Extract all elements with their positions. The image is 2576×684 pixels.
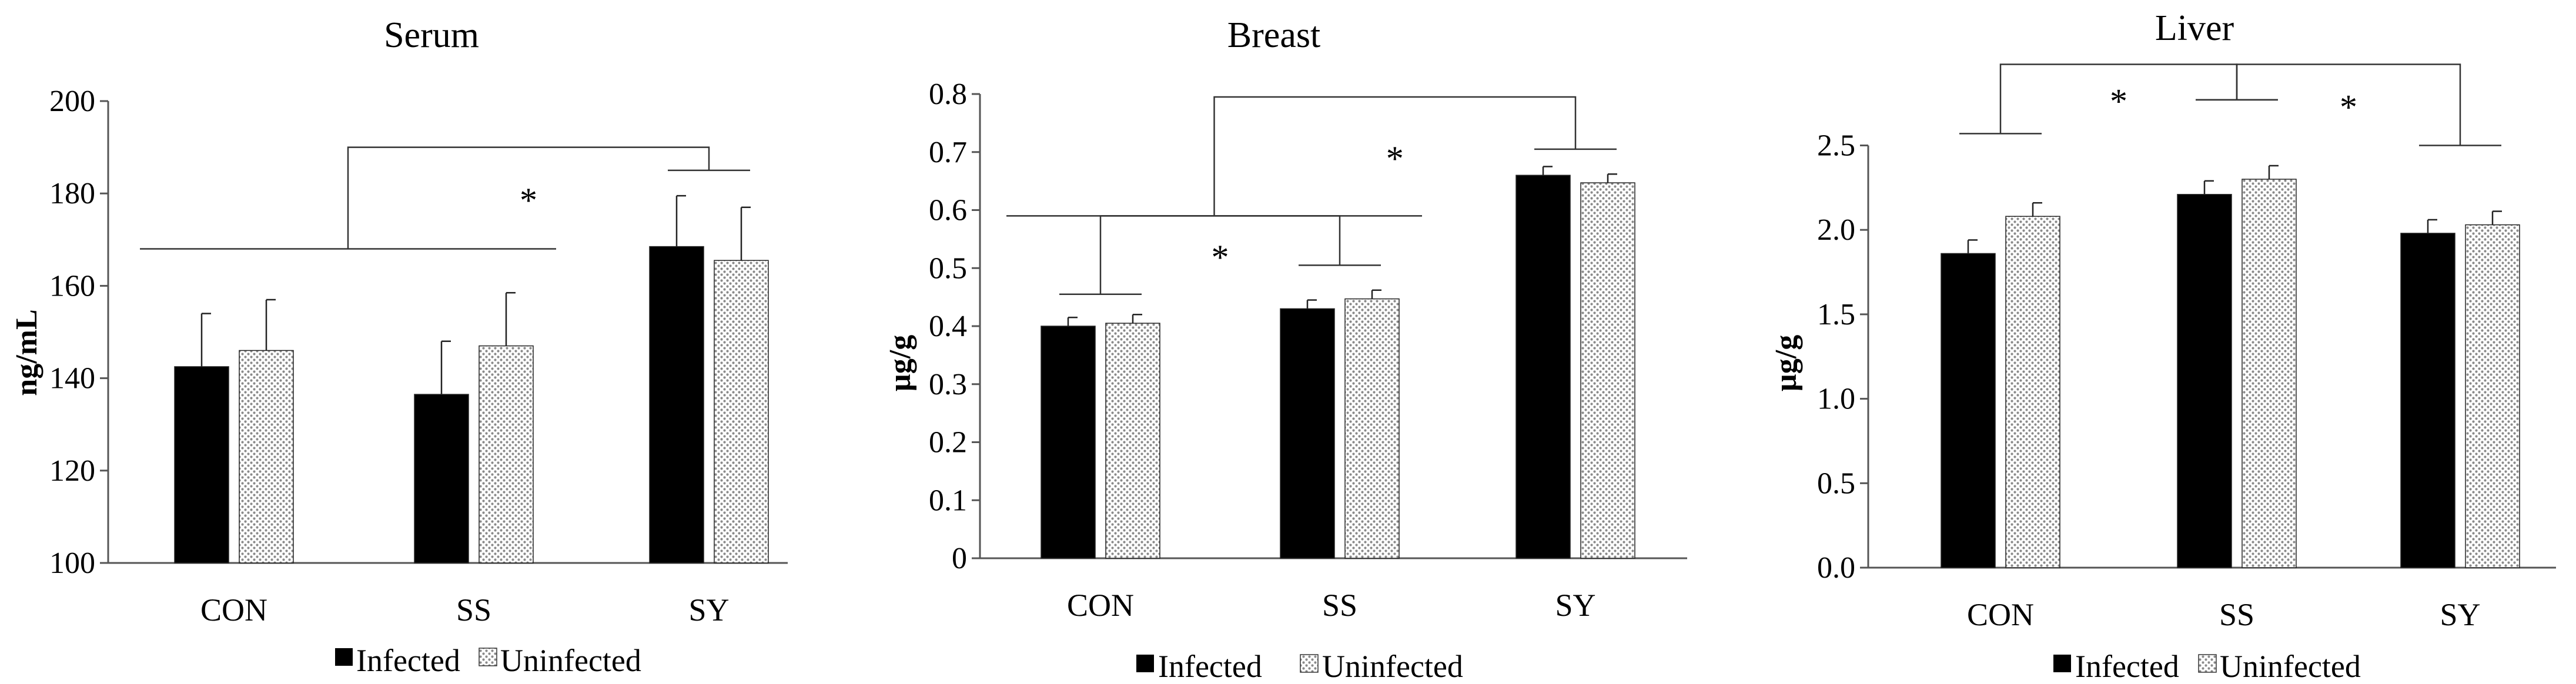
y-tick-label: 0.3 bbox=[929, 368, 967, 401]
legend-swatch-infected bbox=[335, 648, 353, 666]
legend-label-infected: Infected bbox=[1158, 649, 1262, 684]
significance-star: * bbox=[2340, 88, 2357, 127]
bar-uninfected-sy bbox=[1580, 182, 1635, 559]
y-tick-label: 0.2 bbox=[929, 426, 967, 460]
y-tick-label: 2.0 bbox=[1817, 213, 1855, 247]
x-tick-label: SY bbox=[2440, 597, 2480, 632]
bar-uninfected-ss bbox=[2242, 179, 2297, 568]
bar-infected-ss bbox=[414, 394, 469, 564]
y-tick-label: 0.1 bbox=[929, 484, 967, 517]
bar-uninfected-ss bbox=[1344, 298, 1400, 559]
legend-swatch-uninfected bbox=[479, 648, 497, 666]
bar-uninfected-con bbox=[1105, 323, 1160, 559]
y-tick-label: 2.5 bbox=[1817, 129, 1855, 162]
y-axis-label: ng/mL bbox=[10, 309, 44, 395]
bar-uninfected-con bbox=[239, 350, 294, 564]
legend-swatch-infected bbox=[2053, 655, 2071, 672]
bar-uninfected-con bbox=[2005, 216, 2060, 568]
y-tick-label: 0.7 bbox=[929, 136, 967, 169]
bracket-connector bbox=[2236, 63, 2461, 146]
x-tick-label: CON bbox=[1067, 588, 1134, 623]
legend-label-uninfected: Uninfected bbox=[1322, 649, 1463, 684]
bracket-connector bbox=[1213, 96, 1577, 216]
bracket-connector bbox=[347, 146, 710, 249]
bar-infected-sy bbox=[1516, 175, 1571, 559]
legend: Infected Uninfected bbox=[335, 643, 641, 678]
legend-label-uninfected: Uninfected bbox=[2220, 649, 2361, 684]
bar-infected-con bbox=[174, 366, 229, 564]
y-tick-label: 1.0 bbox=[1817, 383, 1855, 416]
y-tick-label: 200 bbox=[49, 85, 95, 118]
plot-area: 0.0 0.5 1.0 1.5 2.0 2.5 CON SS SY * * bbox=[1817, 63, 2556, 632]
panel-breast: Breast µg/g 0 0.1 0.2 0.3 0.4 0.5 0.6 0.7 0.8 CON… bbox=[884, 15, 1687, 684]
bar-infected-sy bbox=[2400, 233, 2455, 568]
bar-infected-con bbox=[1041, 326, 1096, 559]
chart-title: Breast bbox=[1227, 15, 1320, 55]
x-tick-label: CON bbox=[1967, 597, 2034, 632]
legend-swatch-infected bbox=[1136, 655, 1154, 672]
y-tick-label: 180 bbox=[49, 177, 95, 210]
y-axis-label: µg/g bbox=[1769, 335, 1803, 391]
significance-star: * bbox=[2110, 82, 2127, 120]
significance-star: * bbox=[520, 181, 537, 220]
x-tick-label: SS bbox=[1322, 588, 1357, 623]
bar-uninfected-sy bbox=[2465, 224, 2520, 568]
plot-area: 100 120 140 160 180 200 CON SS SY * bbox=[49, 85, 788, 628]
legend-label-infected: Infected bbox=[356, 643, 460, 678]
legend-label-infected: Infected bbox=[2075, 649, 2179, 684]
x-tick-label: CON bbox=[200, 592, 267, 628]
significance-star: * bbox=[1386, 139, 1404, 178]
y-tick-label: 160 bbox=[49, 269, 95, 303]
legend: Infected Uninfected bbox=[2053, 649, 2361, 684]
chart-title: Serum bbox=[384, 15, 479, 55]
bar-infected-sy bbox=[649, 246, 704, 564]
y-tick-label: 1.5 bbox=[1817, 298, 1855, 331]
y-tick-label: 0.5 bbox=[1817, 467, 1855, 500]
y-tick-label: 100 bbox=[49, 546, 95, 580]
bar-uninfected-sy bbox=[714, 260, 769, 564]
legend-swatch-uninfected bbox=[2198, 654, 2217, 673]
plot-area: 0 0.1 0.2 0.3 0.4 0.5 0.6 0.7 0.8 CON SS SY * * bbox=[929, 78, 1687, 623]
y-axis-label: µg/g bbox=[884, 335, 917, 391]
legend-label-uninfected: Uninfected bbox=[500, 643, 641, 678]
chart-title: Liver bbox=[2155, 8, 2234, 48]
bar-infected-con bbox=[1941, 253, 1996, 568]
y-tick-label: 120 bbox=[49, 454, 95, 488]
x-tick-label: SY bbox=[688, 592, 729, 628]
y-tick-label: 0.4 bbox=[929, 310, 967, 343]
legend-swatch-uninfected bbox=[1300, 654, 1319, 673]
y-tick-label: 140 bbox=[49, 362, 95, 395]
bar-infected-ss bbox=[1280, 308, 1335, 559]
y-tick-label: 0.6 bbox=[929, 194, 967, 227]
y-tick-label: 0 bbox=[952, 542, 967, 575]
panel-liver: Liver µg/g 0.0 0.5 1.0 1.5 2.0 2.5 CON SS SY * * I… bbox=[1769, 8, 2556, 684]
bar-uninfected-ss bbox=[479, 345, 534, 564]
y-tick-label: 0.5 bbox=[929, 252, 967, 285]
bar-infected-ss bbox=[2177, 194, 2232, 568]
x-tick-label: SS bbox=[2219, 597, 2254, 632]
x-tick-label: SS bbox=[456, 592, 491, 628]
panel-serum: Serum ng/mL 100 120 140 160 180 200 CON SS SY * I… bbox=[10, 15, 788, 678]
legend: Infected Uninfected bbox=[1136, 649, 1463, 684]
x-tick-label: SY bbox=[1555, 588, 1595, 623]
significance-star: * bbox=[1212, 238, 1229, 277]
y-tick-label: 0.8 bbox=[929, 78, 967, 111]
y-tick-label: 0.0 bbox=[1817, 551, 1855, 585]
